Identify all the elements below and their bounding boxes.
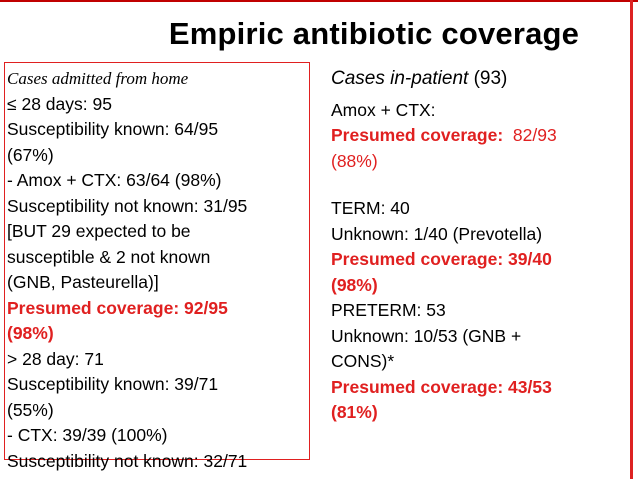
presumed-coverage-b: Presumed coverage: 39/40 xyxy=(331,249,552,269)
left-line: (67%) xyxy=(7,144,54,165)
preterm-count: PRETERM: 53 xyxy=(331,300,446,320)
left-line: Susceptibility not known: 31/95 xyxy=(7,195,248,216)
left-line: Susceptibility not known: 32/71 xyxy=(7,450,248,471)
term-count: TERM: 40 xyxy=(331,198,410,218)
presumed-coverage-a-value: 82/93 xyxy=(512,125,557,145)
presumed-coverage-b-pct: (98%) xyxy=(331,274,378,295)
left-highlight-box xyxy=(4,62,310,460)
presumed-coverage-c-pct: (81%) xyxy=(331,402,378,422)
left-line: - CTX: 39/39 (100%) xyxy=(7,425,168,445)
left-heading: Cases admitted from home xyxy=(7,69,189,88)
presumed-coverage-a: Presumed coverage: 82/93 xyxy=(331,123,631,149)
right-heading: Cases in-patient (93) xyxy=(331,66,631,92)
left-line: > 28 day: 71 xyxy=(7,348,104,369)
left-line: Susceptibility known: 39/71 xyxy=(7,374,219,394)
left-line: (55%) xyxy=(7,399,54,420)
left-presumed-coverage-pct: (98%) xyxy=(7,323,54,343)
top-border xyxy=(0,0,638,2)
left-line: - Amox + CTX: 63/64 (98%) xyxy=(7,170,222,190)
right-heading-text: Cases in-patient xyxy=(331,68,469,89)
left-line: (GNB, Pasteurella)] xyxy=(7,272,159,292)
presumed-coverage-a-pct: (88%) xyxy=(331,150,378,171)
slide-title: Empiric antibiotic coverage xyxy=(168,16,580,51)
left-column: Cases admitted from home ≤ 28 days: 95 S… xyxy=(7,66,307,474)
right-heading-count: (93) xyxy=(473,68,508,89)
left-line: Susceptibility known: 64/95 xyxy=(7,119,219,139)
left-line: ≤ 28 days: 95 xyxy=(7,93,112,114)
left-line: [BUT 29 expected to be xyxy=(7,221,191,241)
right-column: Cases in-patient (93) Amox + CTX: Presum… xyxy=(331,66,631,426)
left-presumed-coverage: Presumed coverage: 92/95 xyxy=(7,297,228,318)
right-border xyxy=(630,0,633,479)
amox-ctx-label: Amox + CTX: xyxy=(331,99,436,120)
preterm-unknown: Unknown: 10/53 (GNB + xyxy=(331,325,522,346)
left-line: susceptible & 2 not known xyxy=(7,246,211,267)
presumed-coverage-a-label: Presumed coverage: xyxy=(331,125,504,145)
presumed-coverage-c: Presumed coverage: 43/53 xyxy=(331,376,552,397)
preterm-unknown-cont: CONS)* xyxy=(331,351,395,371)
term-unknown: Unknown: 1/40 (Prevotella) xyxy=(331,223,543,244)
